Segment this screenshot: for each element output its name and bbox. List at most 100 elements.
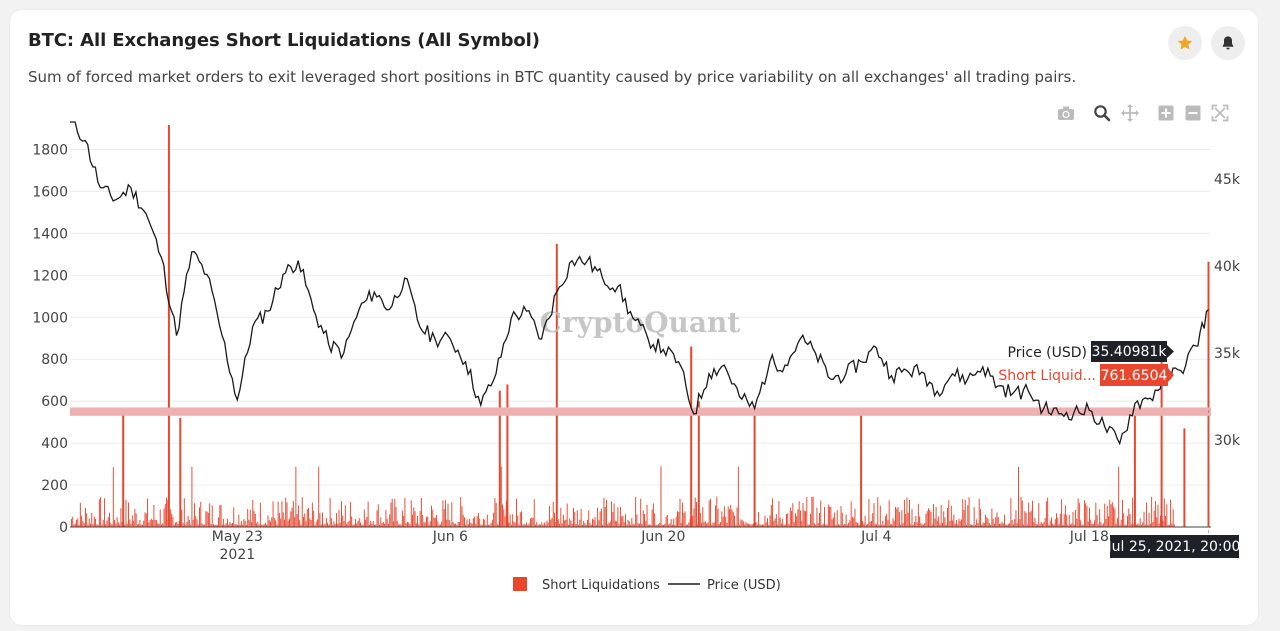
liquidation-bar <box>338 509 340 527</box>
liquidation-bar <box>225 523 227 527</box>
liquidation-bar <box>509 514 511 527</box>
liquidation-bar <box>159 509 161 527</box>
liquidation-bar <box>877 497 879 527</box>
liquidation-bar <box>912 524 914 527</box>
liquidation-bar <box>872 513 874 527</box>
liquidation-bar <box>739 524 741 527</box>
liquidation-bar <box>552 502 554 527</box>
liquidation-bar <box>616 521 618 527</box>
zoom-icon[interactable] <box>1092 103 1112 123</box>
liquidation-bar <box>599 511 601 527</box>
liquidation-bar <box>155 520 157 527</box>
liquidation-bar <box>436 515 438 527</box>
liquidation-bar <box>339 522 341 527</box>
pan-icon[interactable] <box>1120 103 1140 123</box>
camera-icon[interactable] <box>1056 103 1076 123</box>
liquidation-bar <box>697 523 699 527</box>
favorite-button[interactable] <box>1168 26 1202 60</box>
liquidation-bar <box>295 466 297 527</box>
liquidation-bar <box>988 523 990 527</box>
liquidation-bar <box>439 524 441 527</box>
liquidation-bar <box>677 511 678 527</box>
liquidation-bar <box>138 523 140 527</box>
liquidation-bar <box>169 509 171 527</box>
liquidation-bar <box>562 514 564 527</box>
liquidation-bar <box>95 518 97 527</box>
liquidation-bar <box>859 524 861 527</box>
liquidation-bar <box>325 517 327 527</box>
liquidation-bar <box>1125 524 1127 527</box>
liquidation-bar <box>395 506 397 527</box>
liquidation-bar <box>120 508 122 527</box>
liquidation-bar <box>570 520 572 527</box>
liquidation-bar <box>1163 498 1165 527</box>
liquidation-bar <box>950 505 952 527</box>
liquidation-bar <box>735 524 737 527</box>
liquidation-bar <box>257 521 259 527</box>
liquidation-bar <box>578 524 580 527</box>
liquidation-bar <box>351 516 353 527</box>
notification-button[interactable] <box>1211 26 1245 60</box>
liquidation-bar <box>848 522 850 527</box>
liquidation-bar <box>303 516 304 527</box>
liquidation-bar <box>980 509 981 527</box>
autoscale-icon[interactable] <box>1210 103 1230 123</box>
tooltip-liq-label: Short Liquid... <box>998 368 1096 384</box>
liquidation-bar <box>87 524 89 527</box>
liquidation-bar <box>200 501 202 527</box>
liquidation-bar <box>335 513 337 527</box>
liquidation-bar <box>178 521 180 527</box>
liquidation-bar <box>981 524 983 527</box>
liquidation-bar <box>883 524 885 527</box>
liquidation-bar <box>835 524 837 527</box>
liquidation-bar <box>1154 501 1156 527</box>
liquidation-bar <box>765 522 767 527</box>
liquidation-bar <box>1021 500 1023 527</box>
liquidation-bar <box>171 513 173 527</box>
liquidation-bar <box>906 497 908 527</box>
liquidation-bar <box>500 466 502 527</box>
liquidation-bar <box>802 503 804 527</box>
liquidation-bar <box>779 517 781 527</box>
zoom-in-icon[interactable] <box>1156 103 1176 123</box>
liquidation-bar <box>98 499 100 527</box>
liquidation-bar <box>726 522 728 527</box>
liquidation-bar <box>348 520 350 527</box>
liquidation-bar <box>808 524 810 527</box>
liquidation-bar <box>827 504 829 527</box>
legend-label-price[interactable]: Price (USD) <box>707 578 781 593</box>
liquidation-bar <box>542 524 544 527</box>
y-left-tick-label: 600 <box>41 394 68 410</box>
zoom-out-icon[interactable] <box>1183 103 1203 123</box>
liquidation-bar <box>649 524 651 527</box>
liquidation-bar <box>494 498 496 527</box>
tooltip-price-label: Price (USD) <box>1008 345 1087 361</box>
liquidation-bar <box>391 498 393 527</box>
legend-swatch-short-liquidations[interactable] <box>513 577 527 591</box>
liquidation-bar <box>644 514 645 527</box>
liquidation-bar <box>1014 519 1016 527</box>
y-left-tick-label: 1600 <box>32 184 68 200</box>
liquidation-bar <box>1167 524 1169 527</box>
liquidation-bar <box>868 499 870 527</box>
liquidation-bar <box>1172 509 1174 527</box>
liquidation-bar <box>855 522 857 527</box>
liquidation-bar <box>941 522 943 527</box>
liquidation-bar <box>299 520 301 527</box>
liquidation-bar <box>783 524 785 527</box>
liquidation-bar <box>524 524 526 527</box>
y-left-tick-label: 400 <box>41 436 68 452</box>
legend-label-short-liquidations[interactable]: Short Liquidations <box>542 578 660 593</box>
liquidation-bar <box>324 524 326 527</box>
liquidation-bar <box>485 524 487 527</box>
liquidation-bar <box>437 521 439 527</box>
liquidation-bar <box>1143 511 1145 527</box>
liquidation-bar <box>774 518 776 527</box>
liquidation-bar <box>1009 523 1011 527</box>
liquidation-bar <box>323 524 325 527</box>
liquidation-spike <box>506 384 509 527</box>
liquidation-bar <box>254 513 256 527</box>
liquidation-bar <box>162 523 164 527</box>
liquidation-bar <box>952 520 954 527</box>
liquidation-bar <box>1034 517 1036 527</box>
